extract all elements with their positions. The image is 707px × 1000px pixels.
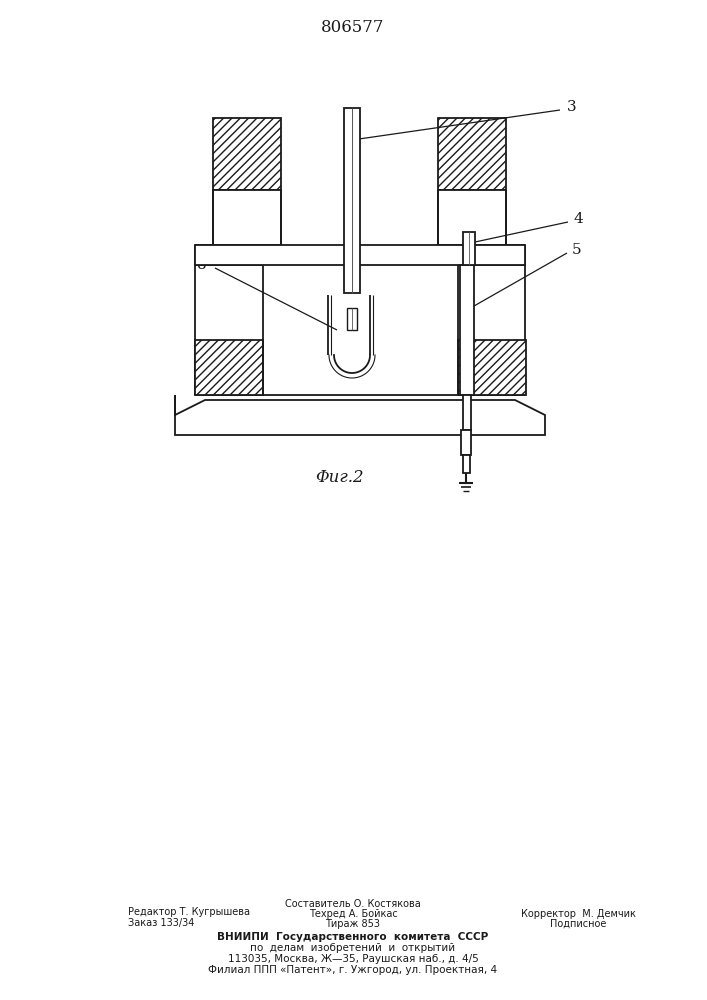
Text: Составитель О. Костякова: Составитель О. Костякова — [285, 899, 421, 909]
Text: по  делам  изобретений  и  открытий: по делам изобретений и открытий — [250, 943, 455, 953]
Text: Корректор  М. Демчик: Корректор М. Демчик — [520, 909, 636, 919]
Bar — [438, 190, 506, 245]
Text: 806577: 806577 — [321, 19, 385, 36]
Text: 4: 4 — [574, 212, 584, 226]
Bar — [438, 118, 506, 190]
Text: 5: 5 — [572, 243, 582, 257]
Bar — [195, 245, 525, 265]
Bar — [463, 395, 471, 430]
Text: 113035, Москва, Ж—35, Раушская наб., д. 4/5: 113035, Москва, Ж—35, Раушская наб., д. … — [228, 954, 479, 964]
Text: Заказ 133/34: Заказ 133/34 — [128, 918, 194, 928]
Text: 8: 8 — [197, 258, 207, 272]
Text: Редактор Т. Кугрышева: Редактор Т. Кугрышева — [128, 907, 250, 917]
Text: Подписное: Подписное — [550, 919, 606, 929]
Bar — [458, 340, 526, 395]
Bar — [461, 430, 471, 455]
Bar — [213, 118, 281, 190]
Text: 3: 3 — [567, 100, 577, 114]
Bar — [213, 190, 281, 245]
Bar — [344, 108, 360, 293]
Bar — [463, 232, 475, 265]
Bar — [460, 265, 474, 395]
Bar — [195, 340, 263, 395]
Polygon shape — [175, 395, 545, 435]
Text: Φиг.2: Φиг.2 — [316, 470, 364, 487]
Text: Тираж 853: Тираж 853 — [325, 919, 380, 929]
Text: Филиал ППП «Патент», г. Ужгород, ул. Проектная, 4: Филиал ППП «Патент», г. Ужгород, ул. Про… — [209, 965, 498, 975]
Text: ВНИИПИ  Государственного  комитета  СССР: ВНИИПИ Государственного комитета СССР — [217, 932, 489, 942]
Bar — [463, 455, 470, 473]
Bar — [347, 308, 357, 330]
Text: Техред А. Бойкас: Техред А. Бойкас — [309, 909, 397, 919]
